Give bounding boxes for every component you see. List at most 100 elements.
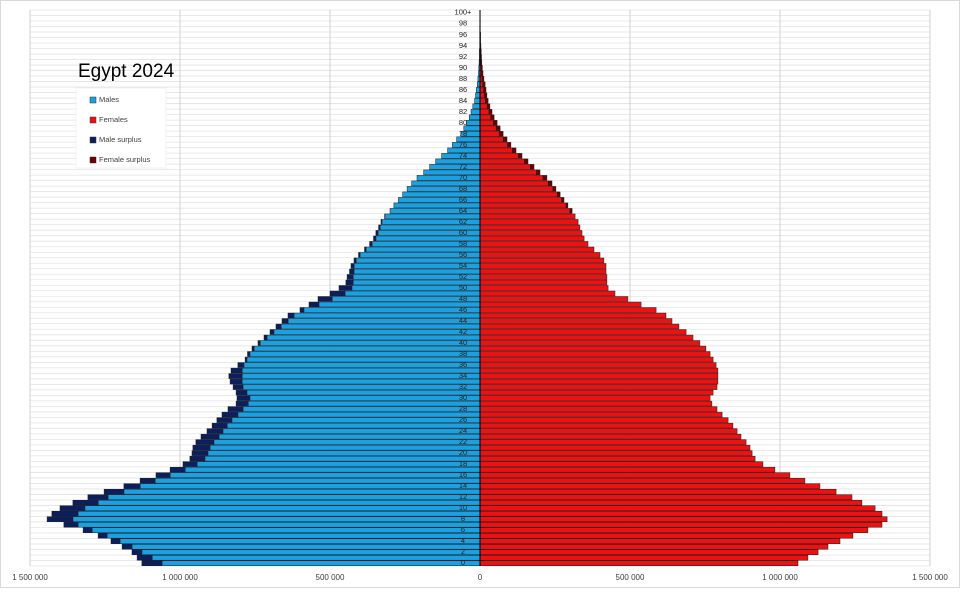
bar [140, 484, 480, 489]
bar [156, 473, 170, 478]
bar [228, 407, 243, 412]
y-tick-label: 92 [459, 52, 467, 61]
bar [480, 131, 499, 136]
bar [570, 208, 572, 213]
bar [223, 429, 480, 434]
bar [424, 170, 480, 175]
bar [480, 269, 606, 274]
legend-label: Male surplus [99, 135, 142, 144]
bar [330, 291, 345, 296]
bar [480, 170, 536, 175]
bar [480, 456, 755, 461]
y-tick-label: 36 [459, 360, 467, 369]
bar [254, 346, 480, 351]
bar [124, 484, 140, 489]
bar [132, 550, 142, 555]
bar [489, 109, 492, 114]
bar [52, 511, 78, 516]
y-tick-label: 34 [459, 371, 467, 380]
y-tick-label: 4 [461, 536, 465, 545]
y-tick-label: 18 [459, 459, 467, 468]
bar [304, 308, 480, 313]
bar [196, 440, 214, 445]
bar [190, 456, 205, 461]
bar [205, 456, 480, 461]
bar [480, 539, 840, 544]
bar [359, 252, 361, 257]
bar [476, 93, 481, 98]
bar [480, 225, 580, 230]
bar [481, 65, 482, 70]
bar [276, 324, 281, 329]
bar [83, 528, 92, 533]
bar [270, 330, 274, 335]
bar [524, 159, 528, 164]
x-tick-label: 500 000 [616, 573, 645, 582]
bar [217, 418, 232, 423]
bar [248, 401, 480, 406]
bar [480, 451, 752, 456]
bar [47, 517, 73, 522]
y-tick-label: 46 [459, 305, 467, 314]
bar [231, 368, 242, 373]
bar [229, 374, 242, 379]
bar [365, 247, 367, 252]
bar [480, 484, 820, 489]
bar [111, 539, 120, 544]
bar [219, 434, 480, 439]
bar [350, 269, 355, 274]
bar [140, 478, 155, 483]
bar [480, 324, 679, 329]
y-tick-label: 76 [459, 140, 467, 149]
bar [480, 528, 868, 533]
y-tick-label: 60 [459, 228, 467, 237]
bar [480, 390, 713, 395]
bar [238, 363, 244, 368]
bar [480, 385, 717, 390]
bar [247, 357, 480, 362]
bar [480, 467, 775, 472]
bar [480, 418, 728, 423]
bar [471, 109, 480, 114]
bar [212, 423, 227, 428]
x-tick-label: 1 000 000 [162, 573, 198, 582]
y-tick-label: 90 [459, 63, 467, 72]
bar [98, 500, 480, 505]
x-tick-label: 1 500 000 [12, 573, 48, 582]
bar [370, 241, 372, 246]
bar [480, 291, 615, 296]
bar [85, 506, 480, 511]
y-tick-label: 0 [461, 558, 465, 567]
bar [124, 489, 480, 494]
bar [412, 181, 480, 186]
bar [480, 203, 566, 208]
bar [481, 49, 482, 54]
bar [374, 236, 376, 241]
bar [92, 528, 480, 533]
y-tick-label: 14 [459, 481, 467, 490]
y-tick-label: 42 [459, 327, 467, 336]
y-tick-label: 2 [461, 547, 465, 556]
bar [480, 258, 604, 263]
bar [78, 522, 480, 527]
y-tick-label: 68 [459, 184, 467, 193]
bar [480, 120, 494, 125]
bar [512, 148, 516, 153]
bar [242, 374, 480, 379]
bar [183, 462, 197, 467]
y-tick-label: 6 [461, 525, 465, 534]
bar [73, 500, 98, 505]
y-tick-label: 48 [459, 294, 467, 303]
legend-swatch [90, 117, 96, 123]
bar [480, 335, 693, 340]
bar [480, 506, 875, 511]
bar [152, 555, 480, 560]
bar [482, 76, 484, 81]
bar [319, 302, 480, 307]
bar [264, 335, 267, 340]
bar [480, 363, 716, 368]
bar [288, 313, 294, 318]
bar [201, 434, 219, 439]
bar [480, 236, 584, 241]
bar [480, 142, 508, 147]
